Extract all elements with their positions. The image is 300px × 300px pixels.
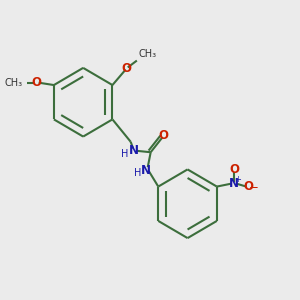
Text: N: N xyxy=(229,177,239,190)
Text: O: O xyxy=(229,163,239,176)
Text: H: H xyxy=(121,149,128,159)
Text: H: H xyxy=(134,168,141,178)
Text: +: + xyxy=(235,175,242,184)
Text: CH₃: CH₃ xyxy=(4,78,22,88)
Text: N: N xyxy=(141,164,151,177)
Text: O: O xyxy=(244,180,254,193)
Text: CH₃: CH₃ xyxy=(138,49,157,59)
Text: N: N xyxy=(129,144,139,157)
Text: O: O xyxy=(31,76,41,89)
Text: O: O xyxy=(159,129,169,142)
Text: O: O xyxy=(122,62,132,75)
Text: −: − xyxy=(249,181,259,194)
